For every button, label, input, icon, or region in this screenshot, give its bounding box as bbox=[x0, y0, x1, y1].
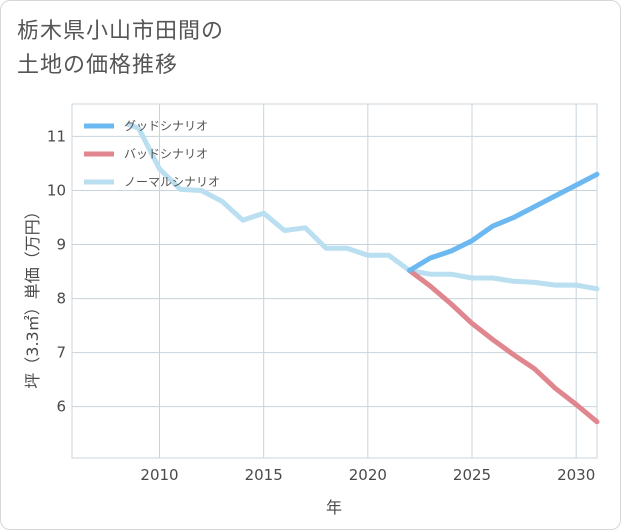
series-lines bbox=[125, 122, 600, 425]
chart-title-line1: 栃木県小山市田間の bbox=[17, 19, 225, 44]
x-tick-label: 2020 bbox=[349, 466, 387, 484]
grid-lines bbox=[71, 103, 598, 459]
y-tick-label: 7 bbox=[56, 344, 66, 362]
legend-label-1: バッドシナリオ bbox=[124, 147, 208, 161]
y-tick-label: 10 bbox=[47, 181, 66, 199]
y-axis-title: 坪（3.3㎡）単価（万円） bbox=[23, 203, 42, 388]
series-line-2 bbox=[125, 122, 600, 292]
legend-label-2: ノーマルシナリオ bbox=[124, 175, 220, 189]
x-tick-label: 2010 bbox=[140, 466, 178, 484]
x-tick-label: 2025 bbox=[453, 466, 491, 484]
x-axis-title: 年 bbox=[326, 498, 342, 517]
y-tick-label: 8 bbox=[56, 290, 66, 308]
legend-label-0: グッドシナリオ bbox=[124, 119, 208, 133]
y-tick-label: 9 bbox=[56, 236, 66, 254]
chart-title-line2: 土地の価格推移 bbox=[17, 53, 179, 78]
series-line-0 bbox=[407, 171, 600, 273]
series-line-1 bbox=[407, 268, 600, 425]
plot-area bbox=[71, 103, 598, 459]
x-tick-label: 2015 bbox=[245, 466, 283, 484]
x-tick-label: 2030 bbox=[557, 466, 595, 484]
y-tick-label: 11 bbox=[47, 127, 66, 145]
chart-title: 栃木県小山市田間の 土地の価格推移 bbox=[17, 15, 224, 83]
axes: 2010 2015 2020 2025 2030 6 7 8 9 10 11 bbox=[47, 127, 595, 484]
y-tick-label: 6 bbox=[56, 398, 66, 416]
